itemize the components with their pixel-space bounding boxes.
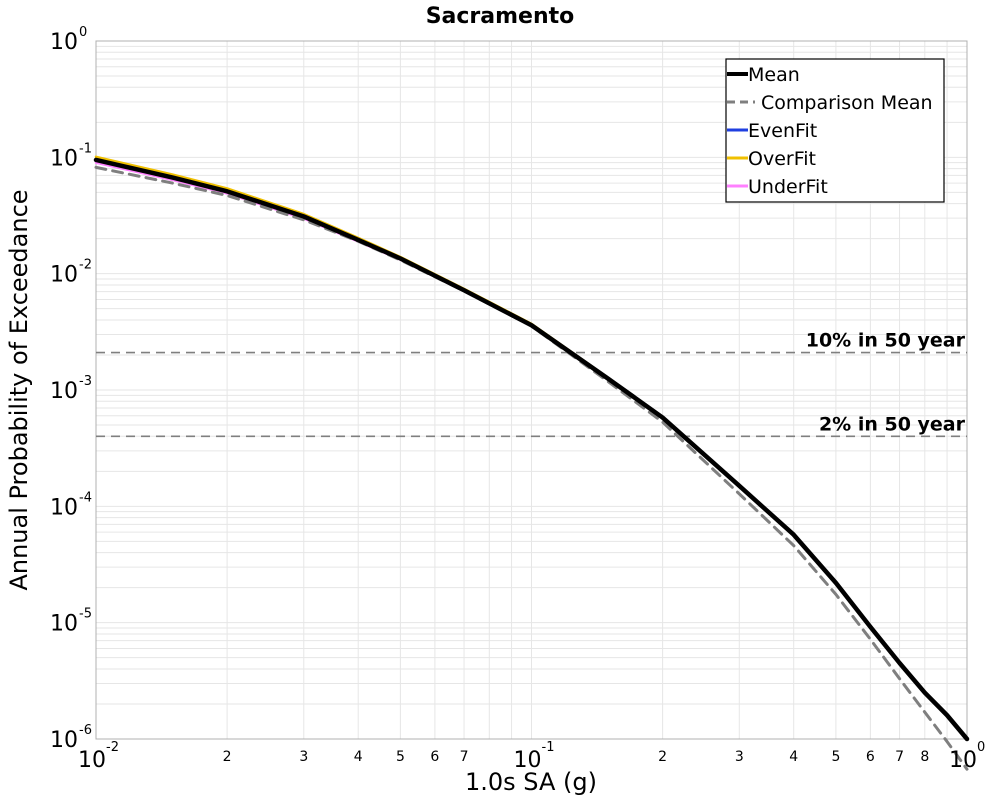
y-tick-label: 10 bbox=[50, 30, 78, 55]
x-tick-label: 10 bbox=[78, 748, 106, 773]
legend-label: Comparison Mean bbox=[761, 92, 933, 114]
x-minor-tick-label: 2 bbox=[658, 749, 667, 765]
legend-label: Mean bbox=[748, 64, 800, 86]
reference-lines: 10% in 50 year 2% in 50 year bbox=[96, 330, 967, 438]
x-minor-tick-label: 6 bbox=[866, 749, 875, 765]
y-tick-label: 10 bbox=[50, 612, 78, 637]
series-lines bbox=[93, 155, 970, 771]
y-tick-label: 10 bbox=[50, 728, 78, 753]
legend-label: OverFit bbox=[748, 148, 816, 170]
y-tick-exponent: -4 bbox=[79, 490, 92, 505]
x-minor-tick-label: 8 bbox=[920, 749, 929, 765]
series-line-comparison-mean bbox=[94, 165, 969, 771]
plot-area bbox=[95, 40, 968, 740]
y-tick-label: 10 bbox=[50, 146, 78, 171]
y-tick-label: 10 bbox=[50, 379, 78, 404]
x-minor-tick-label: 2 bbox=[223, 749, 232, 765]
chart-title: Sacramento bbox=[426, 4, 575, 29]
y-tick-label: 10 bbox=[50, 495, 78, 520]
x-minor-tick-label: 4 bbox=[789, 749, 798, 765]
grid bbox=[95, 41, 967, 740]
x-tick-exponent: -1 bbox=[542, 740, 555, 755]
x-minor-tick-label: 7 bbox=[895, 749, 904, 765]
y-tick-exponent: 0 bbox=[79, 25, 87, 40]
x-minor-tick-label: 4 bbox=[354, 749, 363, 765]
x-minor-tick-label: 7 bbox=[460, 749, 469, 765]
y-tick-exponent: -3 bbox=[79, 374, 92, 389]
x-tick-exponent: -2 bbox=[106, 740, 119, 755]
reference-label: 2% in 50 year bbox=[819, 413, 966, 435]
y-axis-label: Annual Probability of Exceedance bbox=[5, 189, 33, 590]
y-tick-label: 10 bbox=[50, 263, 78, 288]
reference-label: 10% in 50 year bbox=[806, 330, 966, 352]
legend-label: UnderFit bbox=[748, 176, 828, 198]
legend-label: EvenFit bbox=[748, 120, 817, 142]
y-tick-exponent: -5 bbox=[79, 607, 92, 622]
y-tick-exponent: -6 bbox=[79, 723, 92, 738]
legend-box bbox=[725, 58, 945, 203]
x-minor-tick-label: 3 bbox=[299, 749, 308, 765]
x-minor-tick-label: 5 bbox=[396, 749, 405, 765]
y-tick-exponent: -1 bbox=[79, 141, 92, 156]
x-tick-exponent: 0 bbox=[977, 740, 985, 755]
x-tick-label: 10 bbox=[514, 748, 542, 773]
y-tick-exponent: -2 bbox=[79, 258, 92, 273]
x-axis-label: 1.0s SA (g) bbox=[465, 768, 597, 796]
x-minor-tick-label: 5 bbox=[831, 749, 840, 765]
x-tick-label: 10 bbox=[949, 748, 977, 773]
x-minor-tick-label: 3 bbox=[735, 749, 744, 765]
x-minor-tick-label: 6 bbox=[430, 749, 439, 765]
legend: Mean Comparison Mean EvenFit OverFit UnderFi… bbox=[725, 58, 945, 203]
series-line-mean bbox=[93, 157, 970, 742]
